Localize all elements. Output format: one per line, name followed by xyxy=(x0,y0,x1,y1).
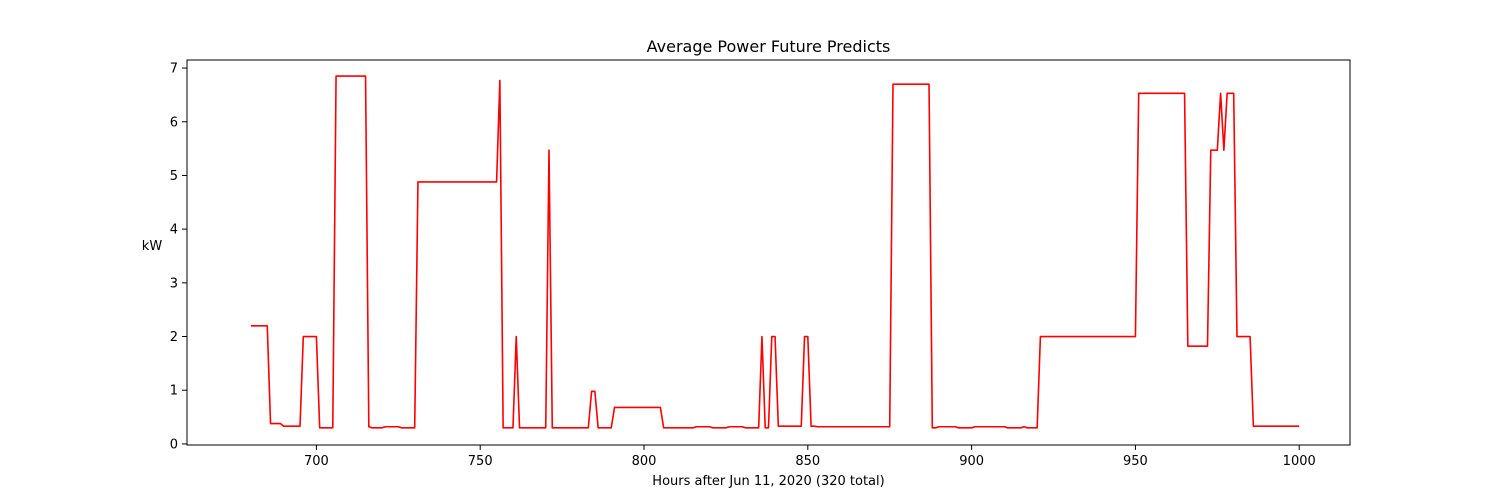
y-axis-label: kW xyxy=(142,239,163,254)
x-axis-ticks: 700 750 800 850 900 950 1000 xyxy=(304,445,1316,469)
x-tick-label: 700 xyxy=(304,454,329,469)
x-tick-label: 750 xyxy=(468,454,493,469)
x-tick-label: 850 xyxy=(795,454,820,469)
x-tick-label: 950 xyxy=(1123,454,1148,469)
x-tick-label: 900 xyxy=(959,454,984,469)
series-line xyxy=(250,75,1300,429)
x-axis-label: Hours after Jun 11, 2020 (320 total) xyxy=(652,474,884,489)
plot-area xyxy=(186,59,1351,446)
y-axis-ticks: 0 1 2 3 4 5 6 7 xyxy=(170,62,187,452)
y-tick-label: 2 xyxy=(170,330,178,345)
y-tick-label: 4 xyxy=(170,223,178,238)
y-tick-label: 1 xyxy=(170,384,178,399)
series-layer xyxy=(250,75,1300,429)
x-tick-label: 1000 xyxy=(1283,454,1316,469)
y-tick-label: 6 xyxy=(170,115,178,130)
y-tick-label: 0 xyxy=(170,437,178,452)
chart-title: Average Power Future Predicts xyxy=(647,37,891,56)
axes-frame xyxy=(186,59,1351,446)
y-tick-label: 5 xyxy=(170,169,178,184)
y-tick-label: 7 xyxy=(170,62,178,77)
y-tick-label: 3 xyxy=(170,276,178,291)
x-tick-label: 800 xyxy=(632,454,657,469)
